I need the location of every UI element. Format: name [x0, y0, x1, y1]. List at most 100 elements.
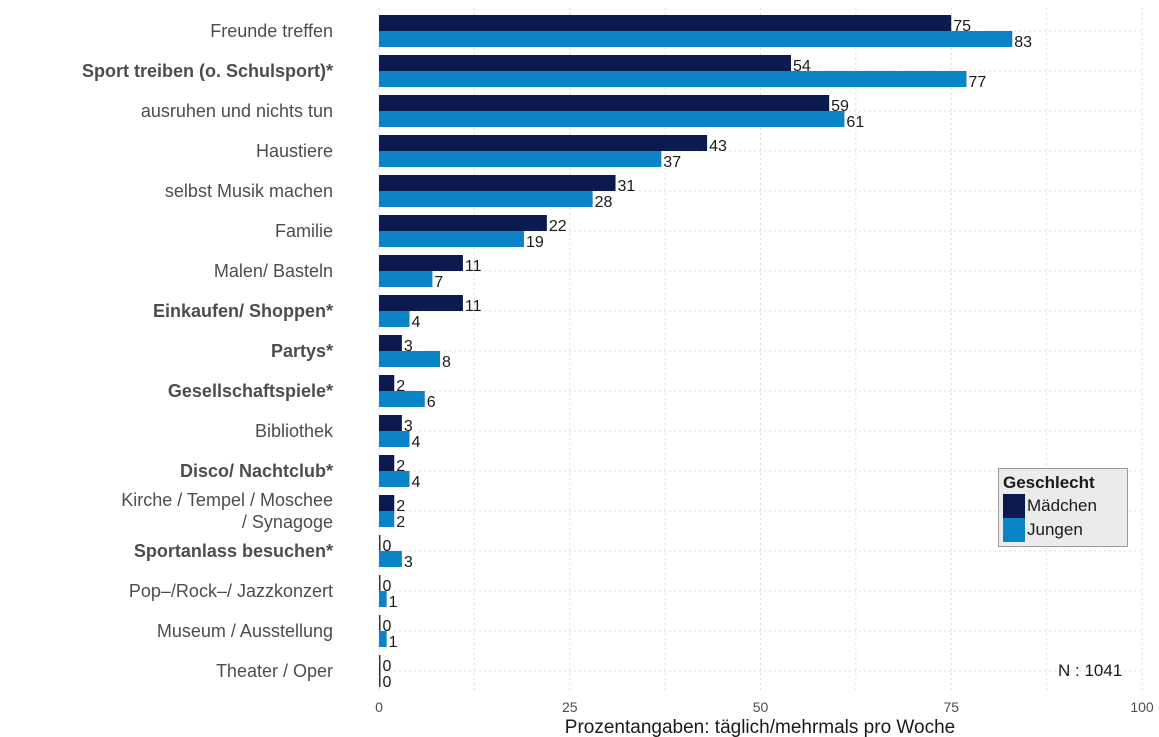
- data-label-jungen: 61: [846, 114, 864, 131]
- grid-lines: [378, 8, 1143, 690]
- data-label-jungen: 77: [969, 74, 987, 91]
- data-label-maedchen: 0: [383, 578, 392, 595]
- bar-jungen: [379, 151, 662, 167]
- data-label-maedchen: 0: [383, 658, 392, 675]
- legend-label-maedchen: Mädchen: [1027, 496, 1097, 515]
- legend-label-jungen: Jungen: [1027, 520, 1083, 539]
- data-label-jungen: 0: [383, 674, 392, 691]
- data-label-maedchen: 22: [549, 218, 567, 235]
- category-label: Kirche / Tempel / Moschee / Synagoge: [121, 490, 333, 532]
- legend-swatch-jungen: [1003, 518, 1025, 542]
- data-label-jungen: 4: [412, 474, 421, 491]
- bar-jungen: [379, 471, 410, 487]
- data-label-jungen: 1: [389, 634, 398, 651]
- x-tick-label: 100: [1130, 699, 1154, 715]
- data-label-jungen: 83: [1014, 34, 1032, 51]
- x-tick-label: 75: [943, 699, 959, 715]
- data-label-jungen: 1: [389, 594, 398, 611]
- data-label-jungen: 3: [404, 554, 413, 571]
- category-label: Theater / Oper: [216, 661, 333, 681]
- data-label-maedchen: 3: [404, 338, 413, 355]
- data-label-jungen: 8: [442, 354, 451, 371]
- category-labels: Freunde treffen Sport treiben (o. Schulsp…: [82, 21, 334, 681]
- data-label-maedchen: 2: [396, 378, 405, 395]
- data-label-jungen: 19: [526, 234, 544, 251]
- bars: [379, 15, 1013, 687]
- bar-maedchen: [379, 655, 381, 671]
- data-label-maedchen: 43: [709, 138, 727, 155]
- category-label: selbst Musik machen: [165, 181, 333, 201]
- category-label: ausruhen und nichts tun: [141, 101, 333, 121]
- data-label-maedchen: 0: [383, 538, 392, 555]
- x-axis-ticks: 0 25 50 75 100: [375, 699, 1154, 715]
- x-tick-label: 50: [753, 699, 769, 715]
- x-tick-label: 25: [562, 699, 578, 715]
- data-label-maedchen: 11: [465, 258, 482, 275]
- bar-jungen: [379, 551, 402, 567]
- data-label-jungen: 28: [595, 194, 613, 211]
- bar-jungen: [379, 511, 395, 527]
- data-label-maedchen: 2: [396, 458, 405, 475]
- bar-maedchen: [379, 455, 395, 471]
- category-label: Gesellschaftspiele*: [168, 381, 333, 401]
- legend-swatch-maedchen: [1003, 494, 1025, 518]
- data-label-maedchen: 75: [953, 18, 971, 35]
- value-labels: 7583547759614337312822191171143826342422…: [383, 18, 1033, 691]
- bar-jungen: [379, 31, 1013, 47]
- x-tick-label: 0: [375, 699, 383, 715]
- category-label: Museum / Ausstellung: [157, 621, 333, 641]
- bar-maedchen: [379, 175, 616, 191]
- bar-jungen: [379, 351, 441, 367]
- data-label-maedchen: 11: [465, 298, 482, 315]
- bar-maedchen: [379, 415, 402, 431]
- bar-jungen: [379, 231, 524, 247]
- bar-maedchen: [379, 575, 381, 591]
- category-label: Einkaufen/ Shoppen*: [153, 301, 333, 321]
- bar-jungen: [379, 111, 845, 127]
- category-label: Sportanlass besuchen*: [134, 541, 333, 561]
- data-label-jungen: 7: [434, 274, 443, 291]
- category-label: Bibliothek: [255, 421, 334, 441]
- bar-maedchen: [379, 15, 952, 31]
- bar-jungen: [379, 431, 410, 447]
- data-label-maedchen: 3: [404, 418, 413, 435]
- bar-maedchen: [379, 95, 830, 111]
- data-label-jungen: 2: [396, 514, 405, 531]
- data-label-jungen: 4: [412, 314, 421, 331]
- sample-size-annotation: N : 1041: [1058, 661, 1123, 680]
- category-label: Pop–/Rock–/ Jazzkonzert: [129, 581, 333, 601]
- category-label: Haustiere: [256, 141, 333, 161]
- bar-jungen: [379, 591, 387, 607]
- bar-jungen: [379, 311, 410, 327]
- data-label-maedchen: 54: [793, 58, 811, 75]
- bar-maedchen: [379, 255, 463, 271]
- bar-maedchen: [379, 55, 792, 71]
- data-label-jungen: 4: [412, 434, 421, 451]
- legend-item-maedchen: Mädchen: [1003, 494, 1127, 518]
- bar-maedchen: [379, 375, 395, 391]
- bar-jungen: [379, 191, 593, 207]
- bar-maedchen: [379, 615, 381, 631]
- category-label: Freunde treffen: [210, 21, 333, 41]
- category-label: Disco/ Nachtclub*: [180, 461, 333, 481]
- bar-maedchen: [379, 215, 547, 231]
- category-label: Partys*: [271, 341, 333, 361]
- bar-maedchen: [379, 335, 402, 351]
- data-label-jungen: 6: [427, 394, 436, 411]
- legend-item-jungen: Jungen: [1003, 518, 1127, 542]
- bar-jungen: [379, 271, 433, 287]
- bar-jungen: [379, 671, 381, 687]
- legend: Geschlecht Mädchen Jungen: [998, 468, 1128, 547]
- data-label-maedchen: 0: [383, 618, 392, 635]
- data-label-jungen: 37: [663, 154, 681, 171]
- bar-jungen: [379, 71, 967, 87]
- bar-jungen: [379, 631, 387, 647]
- legend-title: Geschlecht: [1003, 473, 1095, 492]
- bar-maedchen: [379, 535, 381, 551]
- data-label-maedchen: 59: [831, 98, 849, 115]
- data-label-maedchen: 31: [618, 178, 636, 195]
- bar-jungen: [379, 391, 425, 407]
- x-axis-label: Prozentangaben: täglich/mehrmals pro Woc…: [565, 717, 955, 737]
- bar-maedchen: [379, 295, 463, 311]
